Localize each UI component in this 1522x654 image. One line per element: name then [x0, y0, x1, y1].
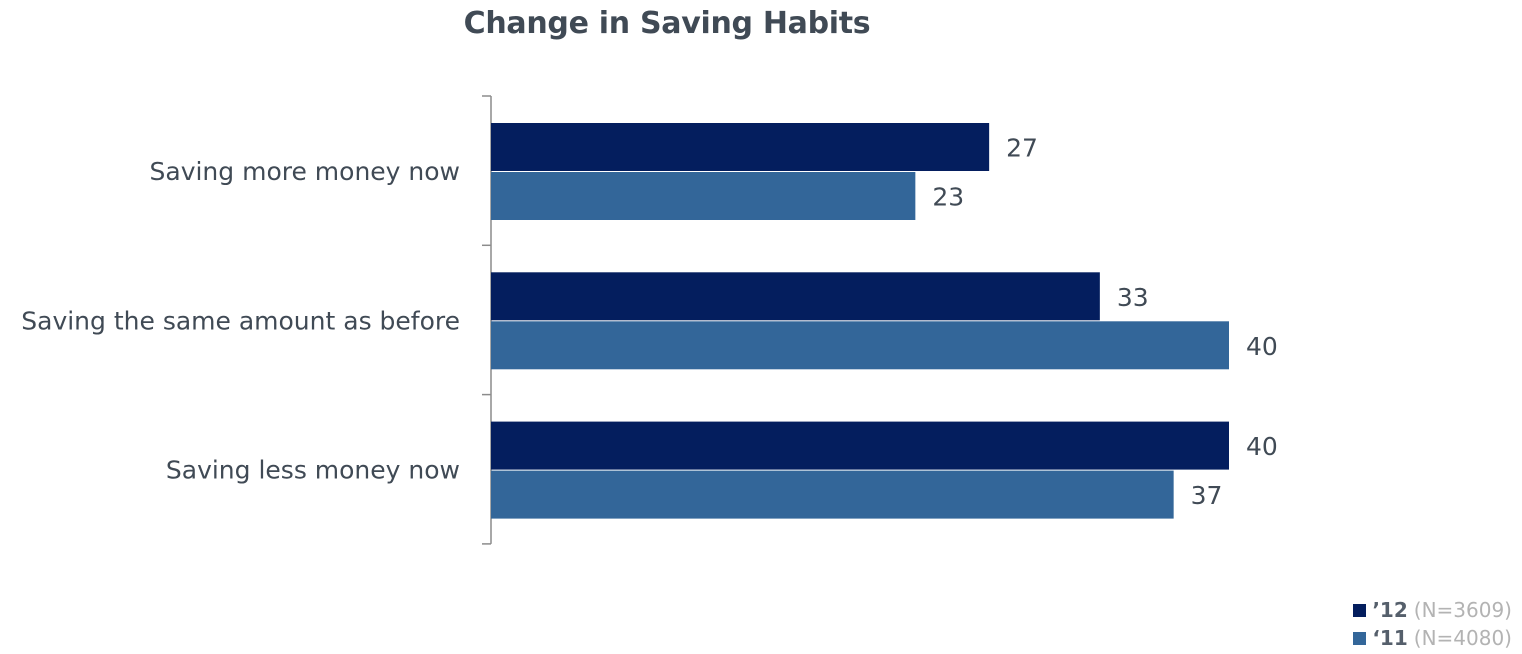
chart-title: Change in Saving Habits — [463, 6, 871, 41]
legend-item-2012: ’12 (N=3609) — [1353, 596, 1512, 624]
bar-2012 — [491, 272, 1100, 321]
legend: ’12 (N=3609) ‘11 (N=4080) — [1353, 596, 1512, 652]
data-label: 40 — [1246, 432, 1278, 461]
legend-sample-size-2011: (N=4080) — [1413, 626, 1512, 650]
legend-sample-size-2012: (N=3609) — [1413, 598, 1512, 622]
bar-2011 — [491, 470, 1174, 519]
legend-swatch-2011 — [1353, 631, 1367, 645]
category-label: Saving more money now — [150, 157, 461, 186]
legend-label-2011: ‘11 — [1372, 626, 1408, 650]
legend-swatch-2012 — [1353, 603, 1367, 617]
category-label: Saving less money now — [166, 456, 460, 485]
bar-2012 — [491, 421, 1229, 470]
bar-2012 — [491, 123, 990, 171]
bars-layer — [491, 123, 1229, 519]
legend-item-2011: ‘11 (N=4080) — [1353, 624, 1512, 652]
bar-2011 — [491, 321, 1229, 370]
data-label: 40 — [1246, 332, 1278, 361]
labels-layer: Saving more money now 27 23 Saving the same… — [21, 134, 1278, 511]
bar-2011 — [491, 172, 916, 220]
data-label: 33 — [1117, 283, 1149, 312]
axis-layer — [482, 95, 492, 545]
data-label: 23 — [932, 183, 964, 212]
legend-label-2012: ’12 — [1372, 598, 1408, 622]
data-label: 37 — [1191, 481, 1223, 510]
category-label: Saving the same amount as before — [21, 306, 460, 335]
data-label: 27 — [1006, 134, 1038, 163]
